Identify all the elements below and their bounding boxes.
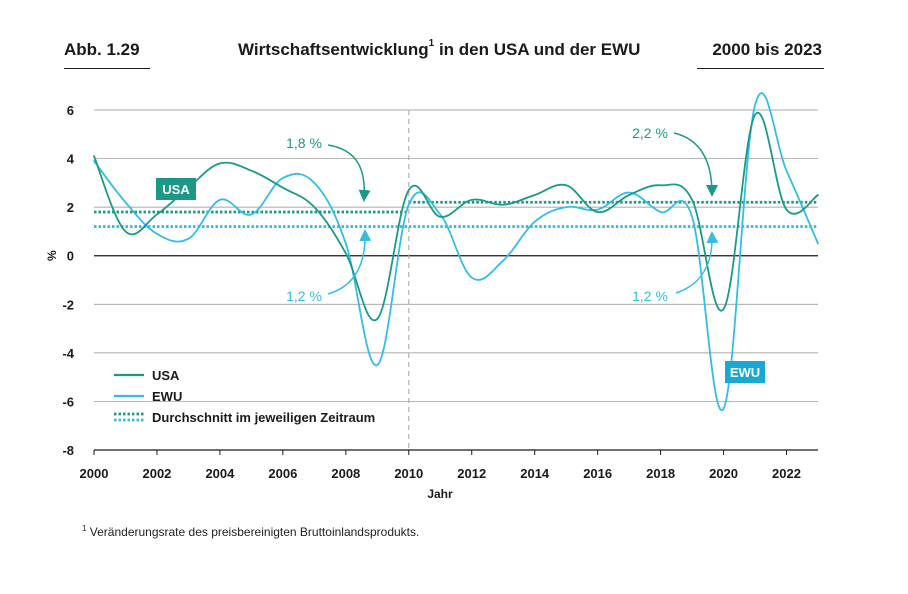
- chart-title-text: Wirtschaftsentwicklung: [238, 40, 429, 59]
- x-tick-label: 2022: [772, 466, 801, 481]
- average-lines: [94, 200, 818, 228]
- y-tick-label: -4: [62, 346, 74, 361]
- period-underline: [697, 68, 824, 69]
- y-tick-label: -8: [62, 443, 74, 458]
- grid: [94, 109, 818, 450]
- average-annotation-usa: 1,8 %: [286, 135, 322, 151]
- axes: -8 -6 -4 -2 0 2 4 6 2000 2002 2004 2006 2008 2010 2012…: [45, 103, 818, 501]
- x-tick-label: 2010: [394, 466, 423, 481]
- average-annotation-ewu: 1,2 %: [286, 288, 322, 304]
- y-tick-label: 0: [67, 249, 74, 264]
- x-tick-label: 2014: [520, 466, 550, 481]
- series-line-usa: [93, 111, 819, 322]
- series-tag-usa: [156, 178, 196, 200]
- series-tag-ewu: [725, 361, 765, 383]
- y-tick-label: -6: [62, 394, 74, 409]
- x-tick-label: 2008: [331, 466, 360, 481]
- x-tick-label: 2016: [583, 466, 612, 481]
- legend-label: EWU: [152, 389, 182, 404]
- average-annotation-usa: 2,2 %: [632, 125, 668, 141]
- x-tick-label: 2002: [142, 466, 171, 481]
- footnote: 1 Veränderungsrate des preisbereinigten …: [82, 524, 419, 539]
- average-arrow-ewu: [327, 229, 372, 295]
- annotations: USA EWU 1,8 % 1,2 % 2,2 % 1,2 %: [156, 125, 765, 383]
- average-arrow-usa: [327, 144, 371, 202]
- x-tick-label: 2006: [268, 466, 297, 481]
- series-tag-label-usa: USA: [162, 182, 190, 197]
- y-tick-label: 4: [67, 152, 75, 167]
- figure-number-underline: [64, 68, 150, 69]
- chart-title: Wirtschaftsentwicklung1 in den USA und d…: [238, 38, 641, 60]
- chart-period: 2000 bis 2023: [712, 40, 822, 59]
- x-tick-label: 2000: [80, 466, 109, 481]
- average-annotation-ewu: 1,2 %: [632, 288, 668, 304]
- footnote-mark: 1: [82, 524, 87, 533]
- x-axis-label: Jahr: [427, 487, 453, 501]
- average-arrow-ewu: [675, 231, 719, 294]
- title-footnote-mark: 1: [428, 38, 435, 50]
- y-tick-label: 2: [67, 200, 74, 215]
- y-tick-label: -2: [62, 297, 74, 312]
- x-tick-label: 2004: [205, 466, 235, 481]
- series-tag-label-ewu: EWU: [730, 365, 760, 380]
- series-line-ewu: [93, 92, 819, 412]
- series-lines: [93, 92, 819, 412]
- y-axis-label: %: [45, 250, 59, 261]
- x-tick-label: 2018: [646, 466, 675, 481]
- legend-label: Durchschnitt im jeweiligen Zeitraum: [152, 410, 375, 425]
- y-tick-label: 6: [67, 103, 74, 118]
- legend-label: USA: [152, 368, 180, 383]
- average-arrow-usa: [673, 132, 718, 197]
- chart-title-suffix: in den USA und der EWU: [434, 40, 641, 59]
- legend: USA EWU Durchschnitt im jeweiligen Zeitrau…: [114, 368, 375, 425]
- x-tick-label: 2020: [709, 466, 738, 481]
- footnote-text: Veränderungsrate des preisbereinigten Br…: [86, 525, 420, 539]
- figure-number: Abb. 1.29: [64, 40, 140, 59]
- x-tick-label: 2012: [457, 466, 486, 481]
